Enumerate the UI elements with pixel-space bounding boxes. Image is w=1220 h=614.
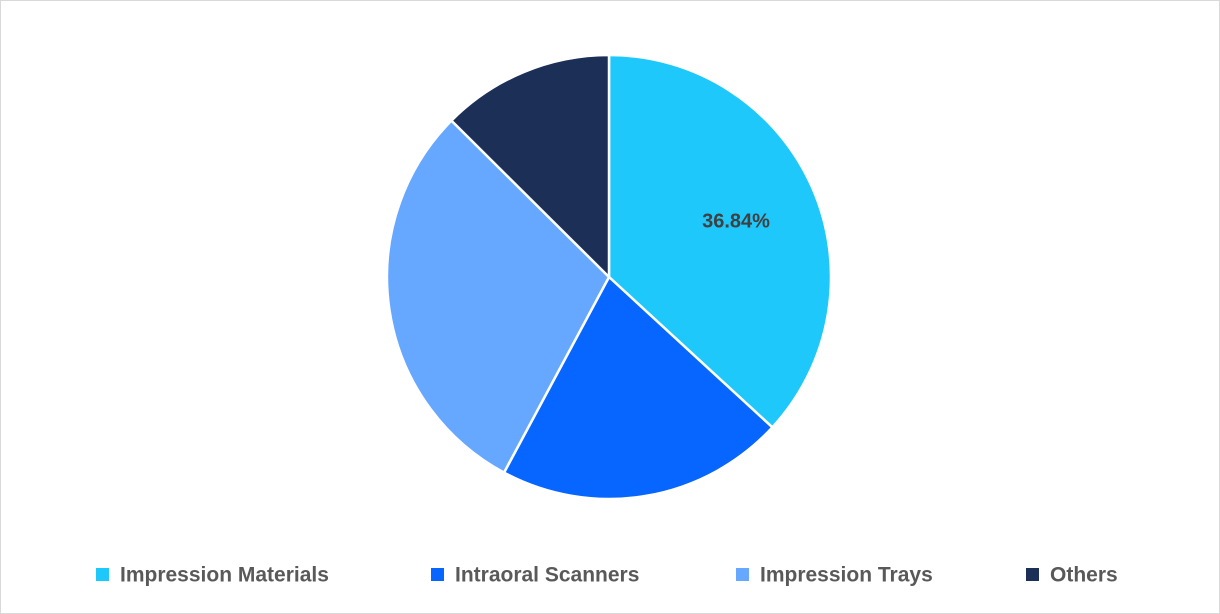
- legend-item-intraoral-scanners: Intraoral Scanners: [431, 564, 639, 587]
- pie-slice-others: [450, 53, 611, 279]
- legend-swatch-impression-trays: [736, 568, 749, 581]
- legend-label-impression-trays: Impression Trays: [760, 564, 933, 587]
- legend-swatch-intraoral-scanners: [431, 568, 444, 581]
- legend-swatch-others: [1026, 568, 1039, 581]
- legend-item-impression-materials: Impression Materials: [96, 564, 329, 587]
- legend-item-others: Others: [1026, 564, 1118, 587]
- pie-slice-impression-trays: [385, 119, 611, 474]
- legend-label-impression-materials: Impression Materials: [120, 564, 329, 587]
- pie-slices: [385, 53, 833, 501]
- pie-slice-intraoral-scanners: [502, 275, 774, 501]
- data-labels: 36.84%: [702, 210, 770, 232]
- legend-label-intraoral-scanners: Intraoral Scanners: [455, 564, 639, 587]
- legend: Impression Materials Intraoral Scanners Im…: [96, 564, 1118, 587]
- data-label-impression-materials: 36.84%: [702, 210, 770, 232]
- pie-slice-impression-materials: [607, 53, 833, 429]
- legend-swatch-impression-materials: [96, 568, 109, 581]
- legend-item-impression-trays: Impression Trays: [736, 564, 933, 587]
- legend-label-others: Others: [1050, 564, 1118, 587]
